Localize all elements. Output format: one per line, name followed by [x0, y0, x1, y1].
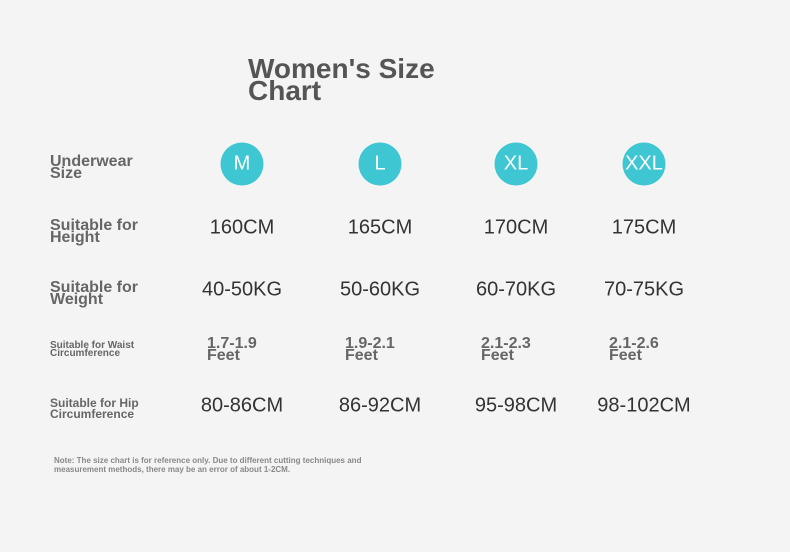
size-value: 80-86CM	[200, 394, 284, 417]
size-value: 175CM	[611, 216, 677, 239]
note: Note: The size chart is for reference on…	[54, 456, 362, 474]
size-value: 170CM	[483, 216, 549, 239]
size-value: 60-70KG	[475, 278, 557, 301]
row-label: Suitable for Waist Circumference	[50, 340, 135, 359]
size-value: 40-50KG	[201, 278, 283, 301]
size-value: 50-60KG	[339, 278, 421, 301]
size-value: 160CM	[209, 216, 275, 239]
title: Women's Size Chart	[248, 53, 435, 106]
size-badge: XL	[494, 142, 538, 186]
size-badge: M	[220, 142, 264, 186]
size-value: 2.1-2.3 Feet	[481, 335, 531, 364]
size-value: 1.7-1.9 Feet	[207, 335, 257, 364]
size-value: 70-75KG	[603, 278, 685, 301]
size-value: 2.1-2.6 Feet	[609, 335, 659, 364]
size-value: 86-92CM	[338, 394, 422, 417]
size-value: 1.9-2.1 Feet	[345, 335, 395, 364]
size-value: 98-102CM	[597, 394, 691, 417]
size-value: 165CM	[347, 216, 413, 239]
size-value: 95-98CM	[474, 394, 558, 417]
row-label: Suitable for Weight	[50, 279, 139, 308]
row-label: Suitable for Hip Circumference	[50, 396, 139, 421]
row-label: Underwear Size	[50, 153, 133, 182]
row-label: Suitable for Height	[50, 217, 139, 246]
size-badge: XXL	[622, 142, 666, 186]
size-badge: L	[358, 142, 402, 186]
